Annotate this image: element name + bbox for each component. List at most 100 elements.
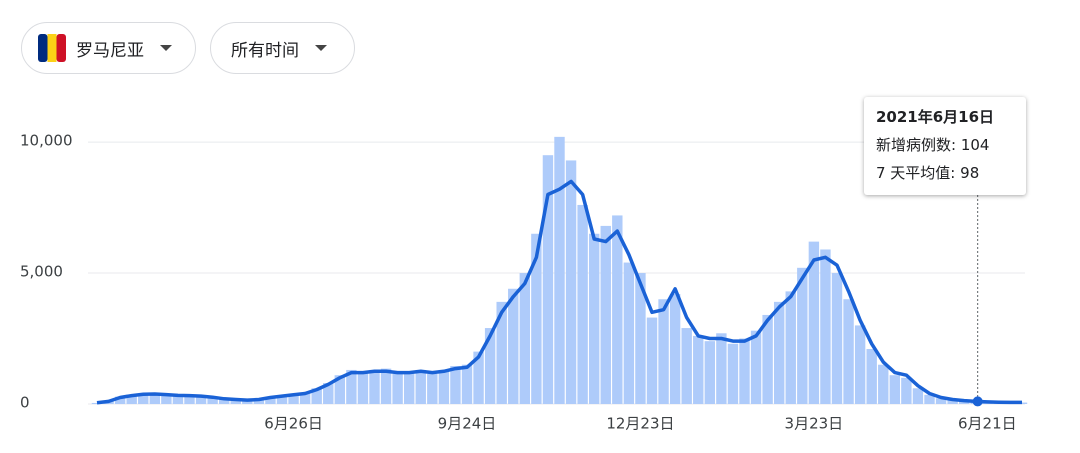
bar [357,371,369,404]
bar [716,333,727,404]
bar [970,401,981,404]
x-tick-label: 6月26日 [264,415,323,433]
bar [392,373,403,404]
bar [288,394,299,404]
bar [311,388,322,404]
average-line [96,179,1022,405]
bar [369,369,380,404]
bar [114,396,126,404]
bar [415,369,426,404]
bar [207,397,218,404]
bar [438,369,450,404]
y-tick-label: 10,000 [20,132,73,150]
region-dropdown[interactable]: 罗马尼亚 [21,22,196,74]
tooltip-value: 98 [960,164,980,182]
bar [265,397,276,404]
bar [889,375,901,404]
bar [982,401,993,404]
bar [184,395,195,404]
bar [1016,402,1028,404]
bar [669,294,681,404]
bar [427,373,438,404]
hover-dot [972,396,983,407]
bar [91,402,103,404]
bar [681,328,692,404]
bar [924,394,935,404]
bar [797,267,808,404]
bar [1005,402,1016,404]
bar [334,375,346,404]
bar [646,317,658,404]
bar [450,366,461,404]
bar [785,291,796,404]
bar [473,351,484,404]
tooltip-label: 7 天平均值: [876,164,956,182]
tooltip-value: 104 [960,136,990,154]
bar [993,402,1005,404]
period-dropdown[interactable]: 所有时间 [210,22,355,74]
bar [554,136,565,404]
bar [588,233,600,404]
bar [138,393,149,404]
bar [878,364,889,404]
bar [947,400,958,404]
bar [403,371,415,404]
bar [276,395,288,404]
bar [508,288,519,404]
x-tick-label: 3月23日 [785,415,844,433]
bar [901,377,912,404]
tooltip-title: 2021年6月16日 [876,108,995,126]
bar [866,349,877,404]
bar [496,301,507,404]
period-label: 所有时间 [231,40,299,61]
bar [912,388,924,404]
bar [635,273,646,404]
tooltip-label: 新增病例数: [876,136,957,154]
y-tick-label: 0 [20,394,30,412]
caret [160,45,172,51]
bar [484,328,496,404]
bar [612,215,623,404]
bar [808,241,820,404]
x-tick-label: 12月23日 [606,415,674,433]
bar [103,400,114,404]
bar [658,299,669,404]
caret [315,45,327,51]
bar [253,399,265,404]
bar [704,341,716,404]
tooltip-row: 7 天平均值: 98 [876,159,1014,187]
bar [380,368,392,404]
bar [750,330,762,404]
x-tick-label: 6月21日 [958,415,1017,433]
bar [831,273,843,404]
bar [149,393,161,404]
bar [531,233,542,404]
bar [773,301,785,404]
flag [38,34,66,62]
tooltip: 2021年6月16日 新增病例数: 104 7 天平均值: 98 [864,97,1026,195]
bar [854,325,866,404]
bar [299,393,311,404]
bar [565,160,577,404]
bar [242,400,253,404]
bar [461,364,473,404]
bar [958,400,970,404]
x-tick-label: 9月24日 [438,415,497,433]
bar [762,314,773,404]
region-label: 罗马尼亚 [76,40,144,61]
bar [600,225,611,404]
bar [519,273,531,404]
bar [218,399,230,404]
bar [195,395,207,404]
bar [739,338,750,404]
y-tick-label: 5,000 [20,263,63,281]
bar [727,343,739,404]
bar [126,394,137,404]
bar [323,383,334,404]
bar [820,249,831,404]
bar [230,399,241,404]
bar [346,369,357,404]
bar [161,394,172,404]
bar [172,395,184,404]
